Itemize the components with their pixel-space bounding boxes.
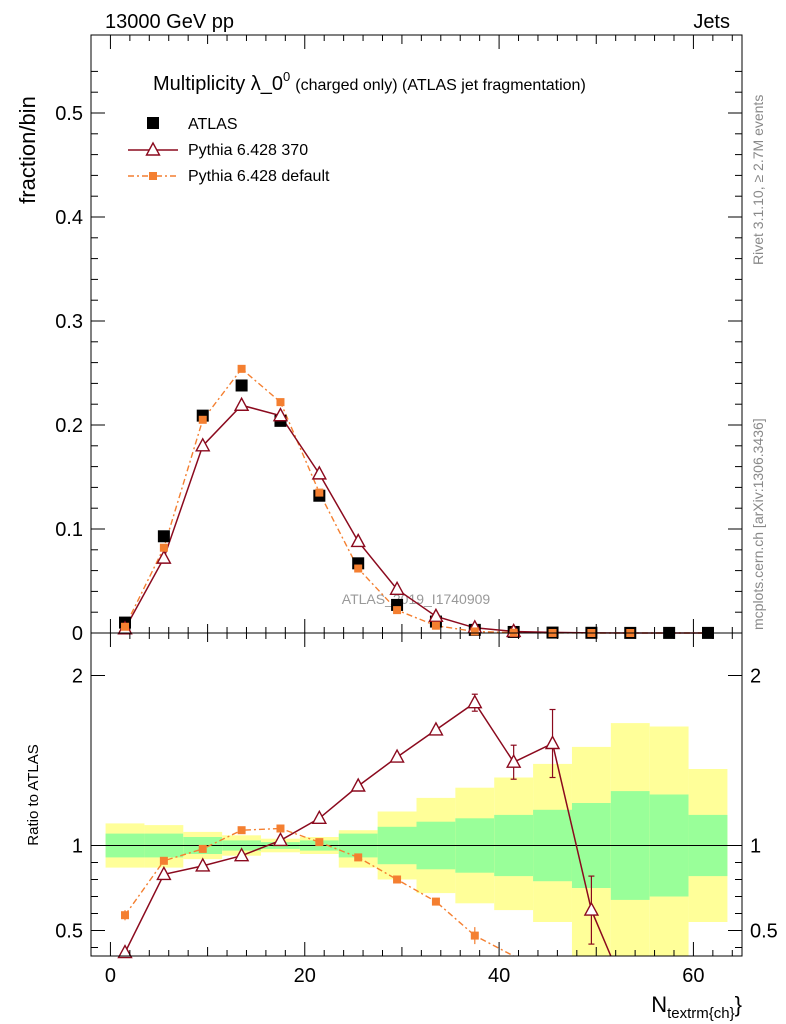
pythia-default-point xyxy=(159,543,168,552)
x-tick-label: 60 xyxy=(682,965,704,987)
main-y-tick-labels: 0 0.1 0.2 0.3 0.4 0.5 xyxy=(55,103,83,645)
ratio-pythia-default-point xyxy=(315,838,324,847)
ratio-y-tick-label-right: 0.5 xyxy=(750,921,778,943)
header-jets-label: Jets xyxy=(693,11,730,33)
ratio-pythia-default-point xyxy=(431,897,440,906)
rivet-label: Rivet 3.1.10, ≥ 2.7M events xyxy=(750,95,766,265)
pythia-default-point xyxy=(354,564,363,573)
pythia370-point xyxy=(195,437,211,452)
y-tick-label: 0.2 xyxy=(55,415,83,437)
ratio-y-tick-label-right: 1 xyxy=(750,836,761,858)
plot-title-main: Multiplicity λ_0 xyxy=(153,73,283,95)
pythia370-point xyxy=(272,407,289,422)
pythia370-point xyxy=(233,396,250,411)
pythia370-point xyxy=(428,607,444,623)
legend-pythia-default-marker xyxy=(149,172,157,180)
pythia-default-point xyxy=(121,622,130,631)
plot-title: Multiplicity λ_00 (charged only) (ATLAS j… xyxy=(153,69,586,95)
main-y-axis-label: fraction/bin xyxy=(15,96,40,204)
x-axis-label-subscript: textrm{ch} xyxy=(667,1005,735,1022)
ratio-pythia370-point xyxy=(467,694,483,709)
ratio-pythia370-point xyxy=(156,865,172,881)
ratio-y-tick-label-left: 0.5 xyxy=(55,921,83,943)
ratio-pythia370-point xyxy=(311,809,328,824)
ratio-pythia-default-point xyxy=(237,826,246,835)
atlas-point xyxy=(157,530,170,543)
y-tick-label: 0.5 xyxy=(55,103,83,125)
pythia-default-point xyxy=(393,606,402,615)
ratio-pythia370-point xyxy=(272,831,289,847)
pythia-default-point xyxy=(276,398,285,407)
ratio-pythia-default-point xyxy=(393,875,402,884)
legend-pythia370-marker xyxy=(145,141,161,156)
atlas-point xyxy=(235,379,248,392)
y-tick-label: 0 xyxy=(72,623,83,645)
pythia-default-point xyxy=(198,415,207,424)
ratio-pythia370-point xyxy=(428,721,444,736)
ratio-y-tick-label-right: 2 xyxy=(750,666,761,688)
y-tick-label: 0.4 xyxy=(55,207,83,229)
ratio-pythia-default-point xyxy=(198,844,207,853)
y-tick-label: 0.3 xyxy=(55,311,83,333)
ratio-pythia370-line xyxy=(124,701,612,957)
x-axis-label: Ntextrm{ch}} xyxy=(651,992,742,1022)
y-tick-label: 0.1 xyxy=(55,519,83,541)
pythia-default-point xyxy=(237,364,246,373)
ratio-pythia370-point xyxy=(195,857,211,872)
legend-pythia-default-label: Pythia 6.428 default xyxy=(188,168,330,185)
ratio-pythia-default-point xyxy=(159,856,168,865)
ratio-plot-panel: 0.5 0.5 1 1 2 2 0 20 40 60 Ratio to ATLAS Ntextr… xyxy=(25,632,778,1022)
ratio-pythia370-point xyxy=(389,748,405,763)
pythia-default-point xyxy=(315,488,324,497)
main-plot-panel: 0 0.1 0.2 0.3 0.4 0.5 fraction/bin Multiplici… xyxy=(15,34,743,645)
ratio-pythia370-point xyxy=(350,777,366,792)
uncertainty-bands xyxy=(105,723,728,956)
pythia370-point xyxy=(156,549,172,564)
ratio-pythia-default-point xyxy=(470,931,479,940)
header-energy-label: 13000 GeV pp xyxy=(105,11,234,33)
ratio-plot-series xyxy=(117,693,612,959)
pythia370-point xyxy=(389,580,405,596)
ratio-pythia370-point xyxy=(583,901,600,916)
ratio-plot-frame xyxy=(90,632,743,957)
x-tick-label: 40 xyxy=(488,965,510,987)
pythia370-point xyxy=(350,533,366,548)
mcplots-label: mcplots.cern.ch [arXiv:1306.3436] xyxy=(750,418,766,630)
ratio-pythia-default-point xyxy=(354,853,363,862)
plot-title-rest: (charged only) (ATLAS jet fragmentation) xyxy=(295,77,586,94)
ratio-pythia370-point xyxy=(233,847,250,862)
pythia-default-point xyxy=(431,621,440,630)
ratio-pythia370-point xyxy=(505,753,522,768)
plot-title-superscript: 0 xyxy=(283,69,290,84)
ratio-pythia-default-line xyxy=(124,827,514,957)
ratio-plot-ticks xyxy=(91,633,742,956)
analysis-watermark: ATLAS_2019_I1740909 xyxy=(342,591,491,607)
pythia370-point xyxy=(311,465,328,480)
legend-atlas-label: ATLAS xyxy=(188,116,238,133)
ratio-y-tick-label-left: 2 xyxy=(72,666,83,688)
ratio-pythia-default-point xyxy=(276,824,285,833)
legend-pythia370-label: Pythia 6.428 370 xyxy=(188,142,308,159)
x-tick-labels: 0 20 40 60 xyxy=(105,965,705,987)
ratio-y-tick-labels: 0.5 0.5 1 1 2 2 xyxy=(55,666,778,943)
ratio-y-axis-label: Ratio to ATLAS xyxy=(25,744,42,845)
x-axis-label-main: N xyxy=(651,992,667,1017)
x-tick-label: 0 xyxy=(105,965,116,987)
main-plot-ticks xyxy=(91,35,742,634)
x-axis-label-tail: } xyxy=(735,992,742,1017)
x-tick-label: 20 xyxy=(294,965,316,987)
legend-atlas-marker xyxy=(147,117,159,129)
ratio-y-tick-label-left: 1 xyxy=(72,836,83,858)
ratio-pythia-default-point xyxy=(121,911,130,920)
pythia-default-point xyxy=(470,627,479,636)
ratio-pythia370-point xyxy=(544,735,561,750)
ratio-pythia370-point xyxy=(117,944,133,959)
legend: ATLAS Pythia 6.428 370 Pythia 6.428 defa… xyxy=(128,116,330,185)
